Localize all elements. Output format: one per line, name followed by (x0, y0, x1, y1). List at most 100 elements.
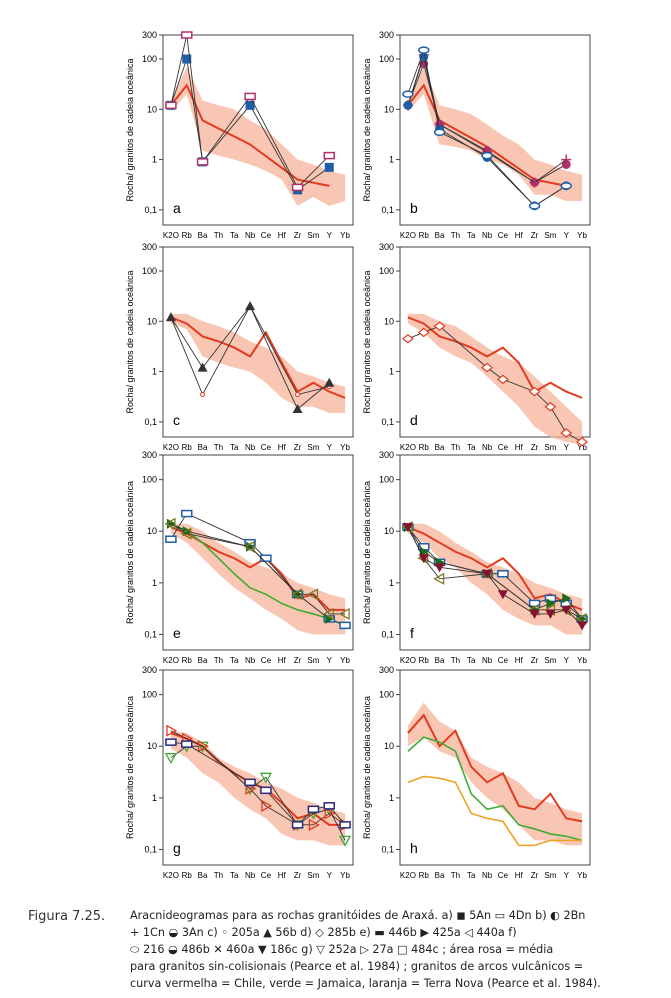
data-point-186c (418, 554, 429, 564)
chart-panel-d: 0,1 1 10 100 300 K2O Rb Ba Th Ta Nb Ce Hf Zr Sm Y Yb Roch… (362, 242, 591, 452)
y-tick-label: 300 (142, 30, 157, 40)
syn-collisional-field (170, 730, 346, 846)
x-tick-label: Ce (261, 656, 272, 665)
data-point-4Dn (181, 31, 193, 39)
data-point-186c (434, 563, 445, 573)
caption-line-3: ⬭ 216 ◒ 486b ✕ 460a ▼ 186c g) ▽ 252a ▷ 2… (130, 943, 554, 956)
x-tick-label: Ta (230, 871, 239, 880)
x-tick-label: K2O (163, 656, 179, 665)
y-tick-label: 100 (379, 54, 394, 64)
data-point-186c (545, 609, 556, 619)
x-tick-label: Sm (307, 443, 319, 452)
x-tick-label: Ba (198, 656, 208, 665)
x-tick-label: Zr (294, 656, 302, 665)
data-point-285b (481, 362, 494, 373)
panel-letter: e (173, 625, 181, 641)
panel-letter: c (173, 412, 180, 428)
data-point-252a (259, 772, 273, 784)
chart-panel-h: 0,1 1 10 100 300 K2O Rb Ba Th Ta Nb Ce Hf Zr Sm Y Yb Roch… (362, 665, 591, 880)
chile-curve (170, 83, 330, 187)
series-line (407, 48, 567, 207)
x-tick-label: Sm (544, 871, 556, 880)
y-tick-label: 300 (142, 665, 157, 675)
data-point-484c (307, 805, 320, 814)
x-tick-label: Hf (515, 871, 524, 880)
data-point-484c (181, 740, 193, 748)
panel-letter: a (173, 200, 181, 216)
data-point-216 (528, 202, 541, 210)
data-point-252a (338, 835, 352, 847)
series-line (170, 523, 346, 615)
syn-collisional-field (170, 66, 346, 206)
x-tick-label: K2O (400, 231, 416, 240)
x-tick-label: Ce (261, 231, 272, 240)
x-tick-label: Ba (435, 231, 445, 240)
y-axis-label: Rocha/ granitos de cadeia oceânica (362, 696, 372, 839)
data-point-440a (291, 588, 303, 601)
data-point-425a (562, 593, 572, 604)
x-tick-label: Zr (531, 656, 539, 665)
series-line (170, 34, 330, 189)
x-tick-label: Rb (182, 656, 193, 665)
x-tick-label: Nb (482, 871, 493, 880)
x-tick-label: Y (564, 656, 570, 665)
x-tick-label: Hf (278, 656, 287, 665)
y-tick-label: 100 (142, 690, 157, 700)
data-point-56b (245, 301, 256, 311)
x-tick-label: Zr (531, 871, 539, 880)
y-axis-label: Rocha/ granitos de cadeia oceânica (125, 481, 135, 624)
plot-frame (399, 246, 591, 438)
data-point-285b (560, 428, 573, 438)
data-point-446b (497, 570, 509, 578)
data-point-216 (402, 90, 414, 98)
data-point-446b (165, 535, 177, 543)
panel-letter: f (410, 625, 414, 641)
x-tick-label: Ce (498, 231, 509, 240)
data-point-1Cn (561, 154, 572, 165)
x-tick-label: Ce (498, 871, 509, 880)
y-tick-label: 300 (379, 665, 394, 675)
x-tick-label: Nb (245, 231, 256, 240)
data-point-440a (164, 517, 176, 530)
figure-caption: Figura 7.25. Aracnideogramas para as roc… (0, 905, 671, 998)
plot-frame (162, 669, 354, 866)
y-tick-label: 10 (147, 526, 157, 536)
data-point-3An (403, 100, 413, 110)
data-point-484c (260, 786, 272, 795)
data-point-27a (197, 740, 209, 753)
y-tick-label: 1 (152, 793, 157, 803)
x-tick-label: Sm (307, 871, 319, 880)
data-point-205a (200, 392, 206, 398)
x-tick-label: K2O (163, 871, 179, 880)
chile-curve (407, 83, 567, 187)
data-point-4Dn (244, 92, 256, 101)
data-point-216 (418, 46, 430, 54)
data-point-27a (261, 799, 273, 812)
chart-panel-g: 0,1 1 10 100 300 K2O Rb Ba Th Ta Nb Ce Hf Zr Sm Y Yb Roch… (125, 665, 354, 880)
x-tick-label: Hf (278, 231, 287, 240)
y-tick-label: 10 (147, 741, 157, 751)
data-point-252a (196, 741, 209, 753)
y-tick-label: 10 (147, 316, 157, 326)
caption-line-5: curva vermelha = Chile, verde = Jamaica,… (130, 977, 601, 990)
x-tick-label: K2O (400, 656, 416, 665)
y-tick-label: 300 (379, 450, 394, 460)
x-tick-label: Y (564, 443, 570, 452)
y-tick-label: 0,1 (144, 844, 157, 854)
y-tick-label: 1 (389, 367, 394, 377)
data-point-5An (182, 54, 192, 64)
data-point-285b (417, 327, 430, 338)
y-tick-label: 100 (379, 690, 394, 700)
x-tick-label: Hf (515, 231, 524, 240)
x-tick-label: Rb (182, 231, 193, 240)
data-point-446b (260, 554, 272, 562)
x-tick-label: Zr (294, 231, 302, 240)
data-point-4Dn (165, 101, 177, 110)
x-tick-label: Nb (482, 656, 493, 665)
x-tick-label: Th (214, 443, 223, 452)
data-point-5An (245, 100, 255, 110)
data-point-186c (529, 609, 540, 619)
data-point-484c (323, 802, 335, 810)
syn-collisional-field (407, 702, 583, 846)
chart-panel-a: 0,1 1 10 100 300 K2O Rb Ba Th Ta Nb Ce Hf Zr Sm Y Yb Roch… (125, 30, 354, 240)
